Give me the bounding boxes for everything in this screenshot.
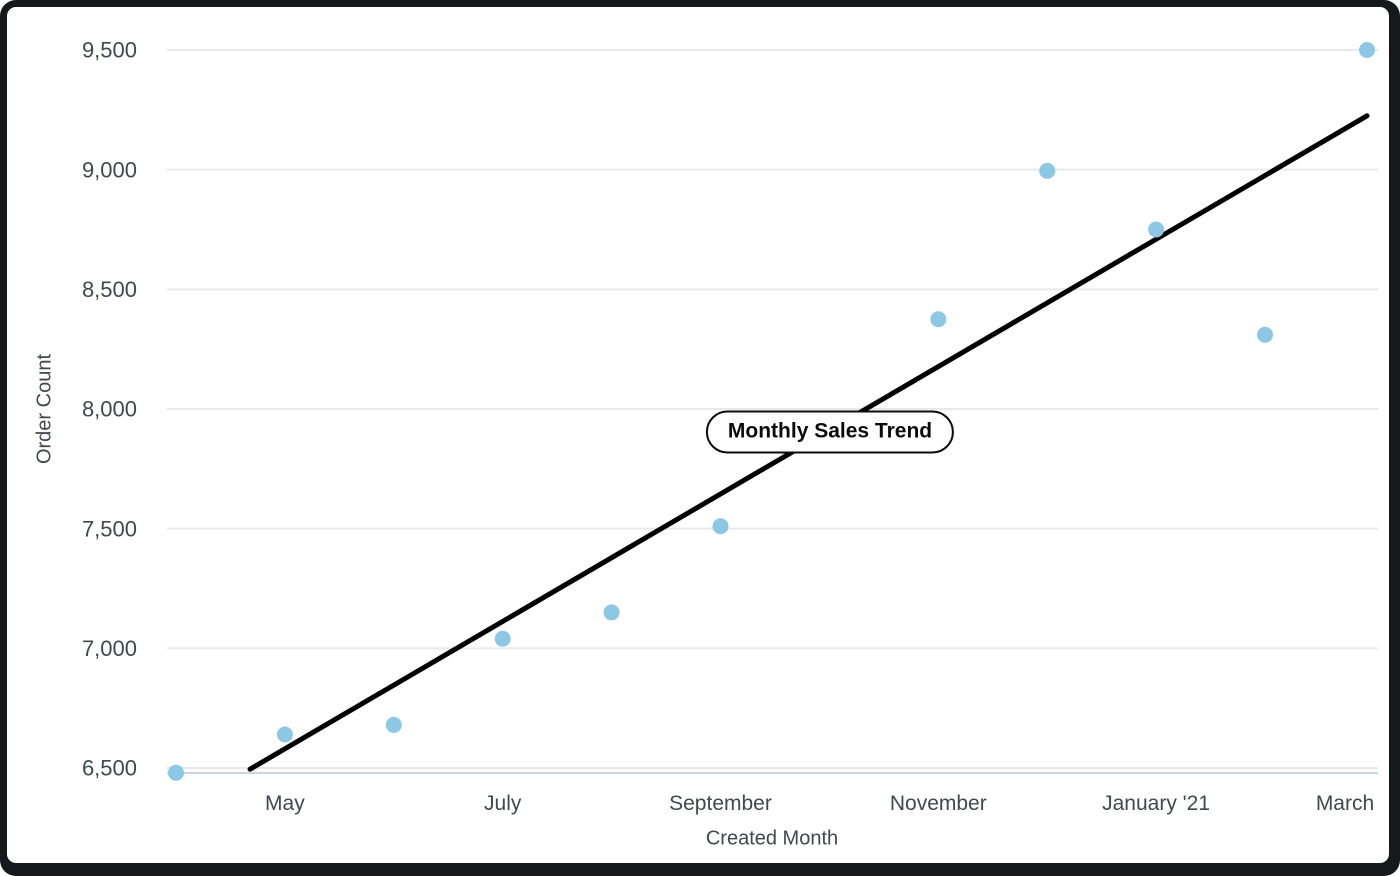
y-tick-label: 7,000: [82, 636, 137, 661]
data-point[interactable]: [712, 518, 729, 535]
data-point[interactable]: [1039, 162, 1056, 179]
y-tick-label: 9,000: [82, 157, 137, 182]
x-tick-label: January '21: [1102, 792, 1210, 815]
chart-card: [7, 7, 1389, 863]
data-point[interactable]: [276, 726, 293, 743]
x-tick-label: March: [1316, 792, 1374, 815]
x-tick-label: November: [890, 792, 987, 815]
y-axis-title: Order Count: [33, 353, 56, 465]
data-point[interactable]: [494, 630, 511, 647]
y-tick-label: 7,500: [82, 516, 137, 541]
y-tick-label: 8,000: [82, 397, 137, 422]
data-point[interactable]: [1359, 42, 1375, 58]
x-tick-label: September: [669, 792, 772, 815]
y-tick-label: 6,500: [82, 756, 137, 781]
x-axis-title: Created Month: [705, 827, 839, 850]
trend-label-pill: Monthly Sales Trend: [705, 410, 955, 454]
y-tick-label: 9,500: [82, 38, 137, 63]
data-point[interactable]: [930, 311, 947, 328]
x-tick-label: May: [265, 792, 305, 815]
x-tick-label: July: [484, 792, 522, 815]
y-tick-label: 8,500: [82, 277, 137, 302]
data-point[interactable]: [603, 604, 620, 621]
data-point[interactable]: [168, 764, 184, 781]
data-point[interactable]: [1257, 326, 1273, 343]
data-point[interactable]: [1148, 221, 1165, 238]
data-point[interactable]: [385, 716, 402, 733]
